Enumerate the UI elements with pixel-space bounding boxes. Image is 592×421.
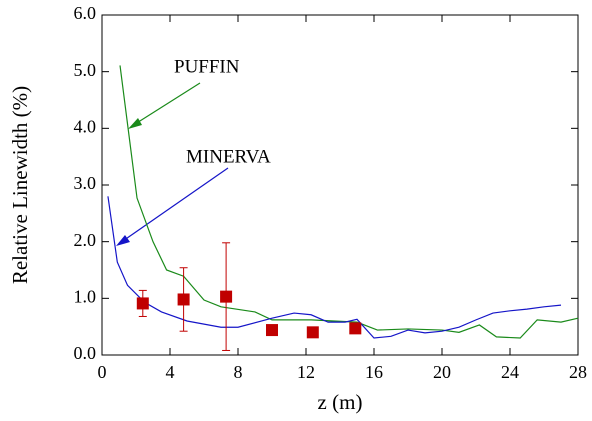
- y-axis-label: Relative Linewidth (%): [8, 86, 32, 284]
- x-tick-label: 24: [501, 362, 519, 382]
- series-line: [119, 65, 579, 339]
- x-axis-label: z (m): [318, 390, 363, 414]
- x-tick-label: 8: [234, 362, 243, 382]
- y-tick-label: 4.0: [74, 116, 97, 136]
- data-point: [266, 324, 278, 337]
- y-tick-label: 3.0: [74, 173, 97, 193]
- y-tick-label: 5.0: [74, 60, 97, 80]
- data-point: [306, 326, 319, 339]
- annotation: MINERVA: [186, 146, 271, 167]
- y-tick-label: 0.0: [74, 343, 97, 363]
- x-tick-label: 20: [433, 362, 451, 382]
- y-tick-label: 2.0: [74, 230, 97, 250]
- arrow-head: [116, 235, 130, 246]
- x-tick-label: 28: [569, 362, 587, 382]
- x-tick-label: 12: [297, 362, 315, 382]
- x-tick-label: 4: [166, 362, 175, 382]
- x-tick-label: 0: [98, 362, 107, 382]
- arrow-head: [128, 118, 142, 129]
- arrow: [119, 167, 229, 244]
- data-point: [349, 322, 362, 335]
- data-point: [177, 293, 190, 306]
- data-point: [220, 290, 233, 303]
- x-tick-label: 16: [365, 362, 383, 382]
- y-tick-label: 1.0: [74, 286, 97, 306]
- data-point: [136, 297, 149, 310]
- y-tick-label: 6.0: [74, 3, 97, 23]
- annotation: PUFFIN: [174, 56, 240, 77]
- arrow: [131, 82, 201, 127]
- series-line: [107, 196, 562, 339]
